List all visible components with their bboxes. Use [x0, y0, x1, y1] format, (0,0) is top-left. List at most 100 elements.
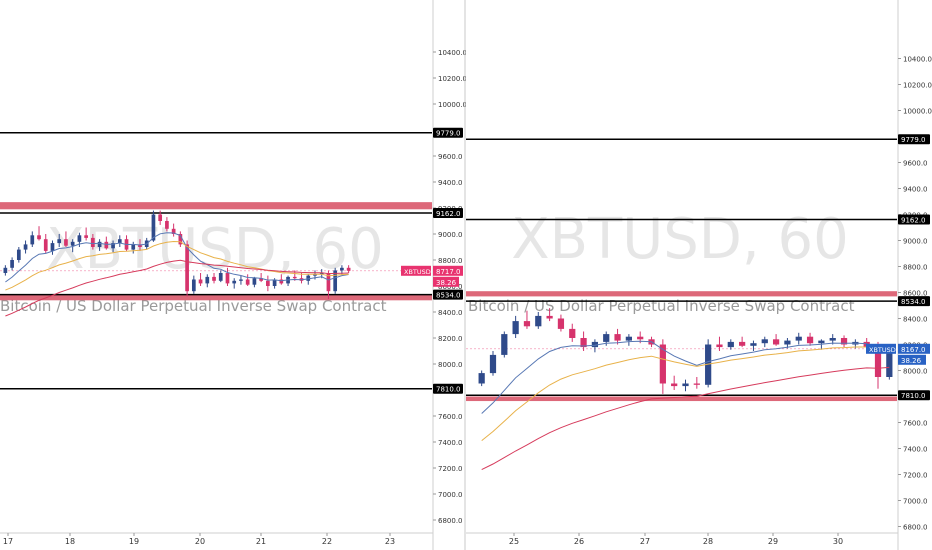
level-tag[interactable] — [898, 296, 930, 307]
zone-band[interactable] — [466, 396, 897, 402]
candle-body[interactable] — [750, 343, 757, 346]
candle-body[interactable] — [171, 228, 176, 234]
candle-body[interactable] — [340, 267, 344, 271]
candle-body[interactable] — [198, 279, 203, 284]
candle-body[interactable] — [151, 214, 156, 241]
candle-body[interactable] — [591, 341, 599, 348]
candle-body[interactable] — [131, 244, 136, 250]
chart-background[interactable] — [0, 0, 465, 550]
candle-body[interactable] — [326, 273, 331, 292]
level-tag[interactable] — [898, 134, 930, 145]
candle-body[interactable] — [84, 235, 88, 238]
candle-body[interactable] — [333, 270, 338, 292]
candle-body[interactable] — [840, 338, 848, 345]
zone-band[interactable] — [0, 202, 432, 210]
candle-body[interactable] — [117, 239, 122, 244]
candle-body[interactable] — [580, 338, 587, 348]
candle-body[interactable] — [185, 244, 189, 292]
candle-body[interactable] — [523, 321, 531, 327]
candle-body[interactable] — [874, 347, 882, 377]
candle-body[interactable] — [272, 279, 277, 287]
price-tag[interactable] — [898, 343, 930, 354]
level-tag[interactable] — [433, 127, 463, 138]
candle-body[interactable] — [671, 383, 678, 387]
candle-body[interactable] — [603, 334, 610, 342]
candle-body[interactable] — [158, 214, 163, 222]
candle-body[interactable] — [245, 279, 250, 285]
candle-body[interactable] — [501, 334, 508, 355]
level-tag[interactable] — [898, 390, 930, 401]
candle-body[interactable] — [266, 280, 270, 286]
candle-body[interactable] — [232, 280, 237, 284]
candle-body[interactable] — [886, 348, 893, 377]
price-axis[interactable] — [898, 0, 932, 550]
chart-panel-right[interactable]: XBTUSD, 60 Bitcoin / US Dollar Perpetual … — [466, 0, 932, 550]
candle-body[interactable] — [739, 341, 746, 346]
candle-body[interactable] — [772, 339, 780, 345]
candle-body[interactable] — [212, 276, 216, 281]
candle-body[interactable] — [546, 315, 553, 319]
level-tag[interactable] — [433, 289, 463, 300]
symbol-tag[interactable] — [866, 343, 896, 354]
candle-body[interactable] — [91, 237, 95, 247]
price-sub-tag[interactable] — [898, 354, 926, 365]
candle-body[interactable] — [806, 336, 814, 344]
chart-panel-left[interactable]: XBTUSD, 60 Bitcoin / US Dollar Perpetual … — [0, 0, 467, 550]
symbol-tag[interactable] — [401, 265, 431, 276]
candle-body[interactable] — [64, 239, 68, 246]
candle-body[interactable] — [225, 273, 230, 284]
candle-body[interactable] — [727, 341, 734, 348]
candle-body[interactable] — [111, 243, 115, 249]
candle-body[interactable] — [693, 383, 700, 385]
candle-body[interactable] — [313, 274, 317, 276]
candle-body[interactable] — [625, 336, 632, 341]
candle-body[interactable] — [23, 244, 28, 250]
candle-body[interactable] — [659, 344, 666, 384]
level-tag[interactable] — [433, 383, 463, 394]
candle-body[interactable] — [319, 273, 324, 275]
candle-body[interactable] — [165, 221, 169, 229]
price-sub-tag[interactable] — [433, 276, 459, 287]
candle-body[interactable] — [682, 383, 689, 387]
candle-body[interactable] — [535, 315, 542, 327]
candle-body[interactable] — [818, 340, 825, 344]
candle-body[interactable] — [292, 276, 297, 279]
candle-body[interactable] — [784, 340, 791, 345]
candle-body[interactable] — [239, 279, 243, 281]
candle-body[interactable] — [178, 234, 183, 245]
candle-body[interactable] — [716, 344, 723, 348]
candle-body[interactable] — [478, 373, 485, 384]
candle-body[interactable] — [306, 275, 311, 281]
candle-body[interactable] — [43, 239, 48, 251]
candle-body[interactable] — [191, 279, 196, 292]
candle-body[interactable] — [795, 336, 802, 341]
candle-body[interactable] — [829, 338, 836, 341]
chart-background[interactable] — [466, 0, 932, 550]
price-tag[interactable] — [433, 265, 463, 276]
level-tag[interactable] — [898, 214, 930, 225]
candle-body[interactable] — [10, 260, 14, 268]
candle-body[interactable] — [138, 244, 142, 247]
candle-body[interactable] — [489, 354, 497, 374]
candle-body[interactable] — [614, 334, 621, 341]
candle-body[interactable] — [37, 235, 41, 240]
candle-body[interactable] — [57, 239, 62, 244]
candle-body[interactable] — [252, 278, 257, 285]
candle-body[interactable] — [557, 318, 565, 329]
candle-body[interactable] — [205, 276, 210, 284]
candle-body[interactable] — [512, 321, 519, 335]
candle-body[interactable] — [3, 267, 8, 273]
level-tag[interactable] — [433, 207, 463, 218]
zone-band[interactable] — [466, 291, 897, 297]
candle-body[interactable] — [97, 241, 102, 247]
candle-body[interactable] — [637, 336, 644, 340]
candle-body[interactable] — [218, 273, 223, 281]
candle-body[interactable] — [30, 235, 35, 245]
candle-body[interactable] — [279, 279, 284, 284]
candle-body[interactable] — [346, 267, 351, 271]
candle-body[interactable] — [70, 241, 75, 246]
candle-body[interactable] — [569, 328, 576, 338]
zone-band[interactable] — [0, 295, 432, 301]
candle-body[interactable] — [705, 344, 712, 385]
candle-body[interactable] — [104, 241, 109, 249]
